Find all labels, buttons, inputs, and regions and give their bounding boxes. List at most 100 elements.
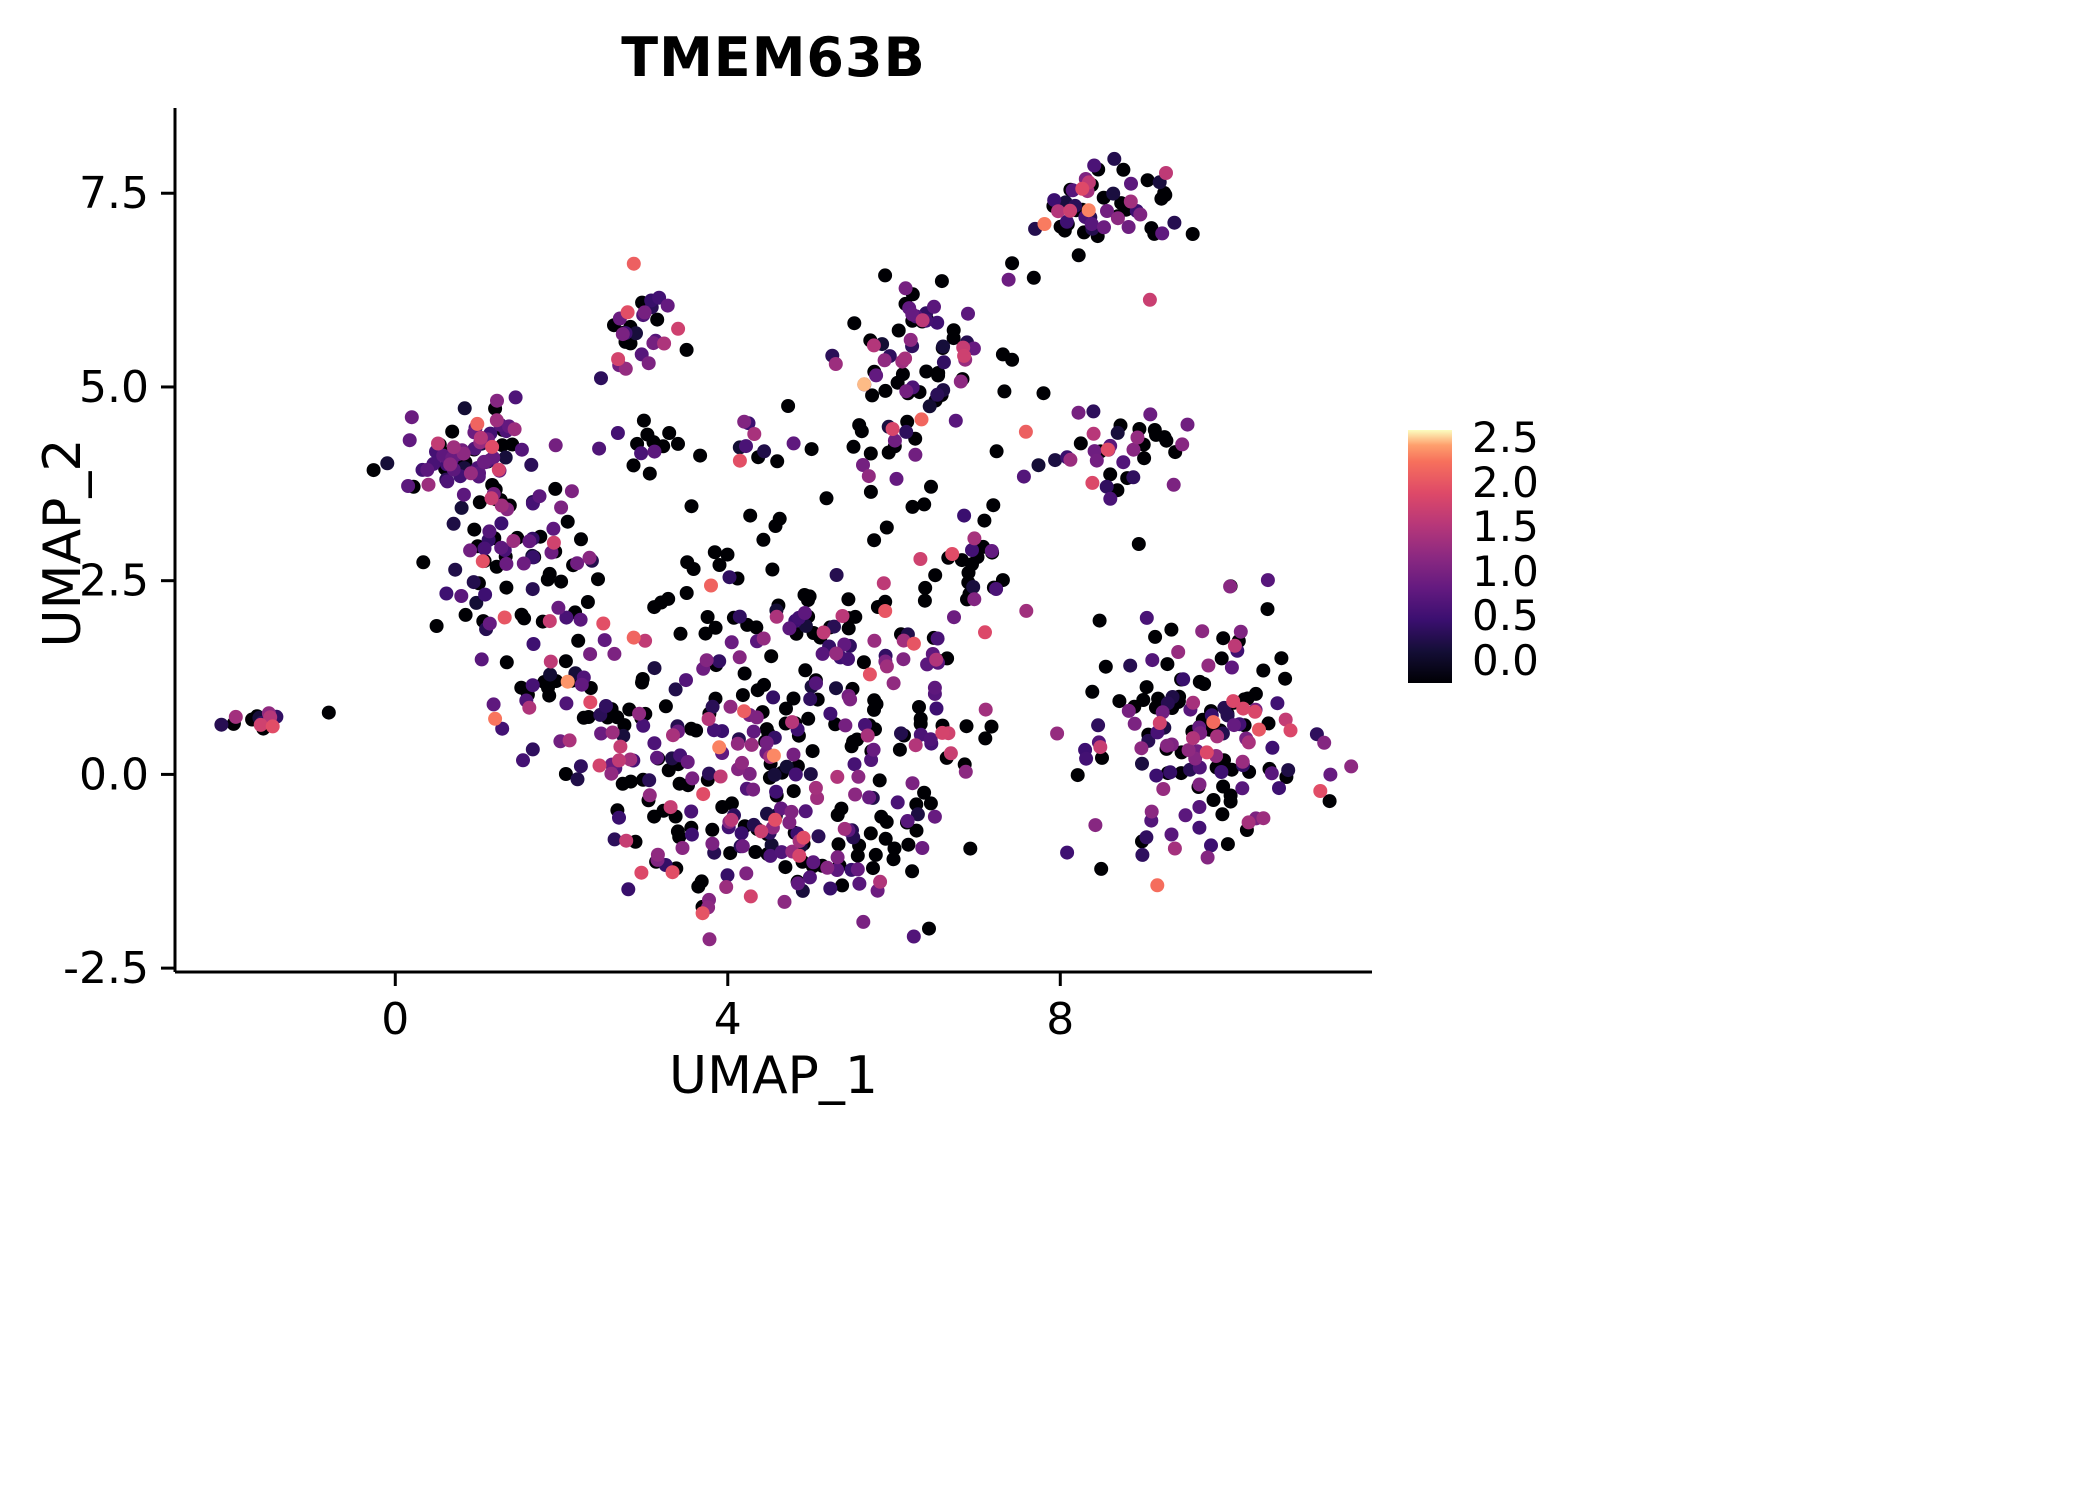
data-point <box>583 647 598 662</box>
data-point <box>984 544 999 558</box>
data-point <box>494 516 509 531</box>
data-point <box>768 812 783 827</box>
data-point <box>1139 680 1154 695</box>
data-point <box>788 767 803 782</box>
data-point <box>673 626 688 641</box>
data-point <box>1224 660 1239 675</box>
data-point <box>917 785 932 800</box>
data-point <box>763 848 778 863</box>
data-point <box>867 633 882 648</box>
data-point <box>862 667 877 682</box>
data-point <box>915 841 930 855</box>
data-point <box>830 850 845 865</box>
data-point <box>786 436 801 451</box>
data-point <box>927 680 942 695</box>
data-point <box>662 426 677 440</box>
data-point <box>734 826 749 841</box>
data-point <box>786 784 801 799</box>
data-point <box>634 446 649 461</box>
data-point <box>885 422 900 436</box>
data-point <box>1048 453 1063 468</box>
data-point <box>636 718 651 733</box>
data-point <box>1126 442 1141 457</box>
data-point <box>863 484 878 499</box>
data-point <box>621 882 636 897</box>
legend-colorbar <box>1408 430 1452 683</box>
data-point <box>592 441 607 456</box>
data-point <box>698 626 713 641</box>
data-point <box>739 439 753 454</box>
data-point <box>525 678 540 693</box>
data-point <box>463 543 478 558</box>
data-point <box>597 633 612 648</box>
data-point <box>265 719 280 734</box>
data-point <box>506 534 521 548</box>
data-point <box>482 616 497 631</box>
data-point <box>978 731 993 746</box>
data-point <box>798 663 813 678</box>
data-point <box>756 532 771 547</box>
data-point <box>924 479 938 494</box>
data-point <box>898 281 913 296</box>
data-point <box>756 631 771 646</box>
data-point <box>989 444 1004 459</box>
data-point <box>757 444 772 459</box>
data-point <box>551 600 566 615</box>
data-point <box>948 413 963 428</box>
data-point <box>1145 653 1160 668</box>
data-point <box>1278 671 1293 686</box>
data-point <box>1210 729 1225 744</box>
data-point <box>887 433 902 448</box>
data-point <box>546 535 561 550</box>
data-point <box>420 462 435 477</box>
data-point <box>1123 658 1138 673</box>
data-point <box>886 676 901 691</box>
data-point <box>774 845 789 860</box>
data-point <box>928 568 943 583</box>
data-point <box>1195 624 1210 639</box>
data-point <box>489 413 504 428</box>
data-point <box>638 633 653 648</box>
data-point <box>554 500 569 515</box>
data-point <box>559 696 574 711</box>
data-point <box>1235 781 1250 796</box>
data-point <box>1192 777 1207 792</box>
data-point <box>722 570 737 585</box>
data-point <box>850 848 865 863</box>
data-point <box>730 736 745 751</box>
data-point <box>642 788 657 803</box>
data-point <box>657 336 672 351</box>
data-point <box>1241 735 1256 750</box>
data-point <box>844 739 859 754</box>
data-point <box>679 673 693 688</box>
data-point <box>680 755 695 769</box>
data-point <box>1163 765 1178 780</box>
data-point <box>857 377 872 392</box>
data-point <box>641 356 656 371</box>
data-point <box>702 932 717 947</box>
data-point <box>1223 579 1238 594</box>
data-point <box>1050 726 1065 741</box>
data-point <box>989 582 1004 596</box>
data-point <box>782 621 797 636</box>
data-point <box>1149 768 1164 783</box>
data-point <box>701 712 716 726</box>
data-point <box>472 495 487 510</box>
legend-tick-label: 0.5 <box>1472 591 1539 641</box>
data-point <box>966 580 981 594</box>
data-point <box>499 556 514 571</box>
data-point <box>1186 731 1200 746</box>
data-point <box>732 453 747 468</box>
data-point <box>890 795 905 810</box>
data-point <box>1095 750 1109 765</box>
data-point <box>1186 695 1201 710</box>
data-point <box>1278 712 1293 727</box>
data-point <box>626 458 641 473</box>
data-point <box>898 351 913 366</box>
x-tick-label: 0 <box>381 994 409 1045</box>
data-point <box>1079 751 1094 766</box>
data-point <box>478 587 493 602</box>
data-point <box>1106 186 1121 201</box>
data-point <box>1159 433 1174 448</box>
data-point <box>663 800 678 815</box>
